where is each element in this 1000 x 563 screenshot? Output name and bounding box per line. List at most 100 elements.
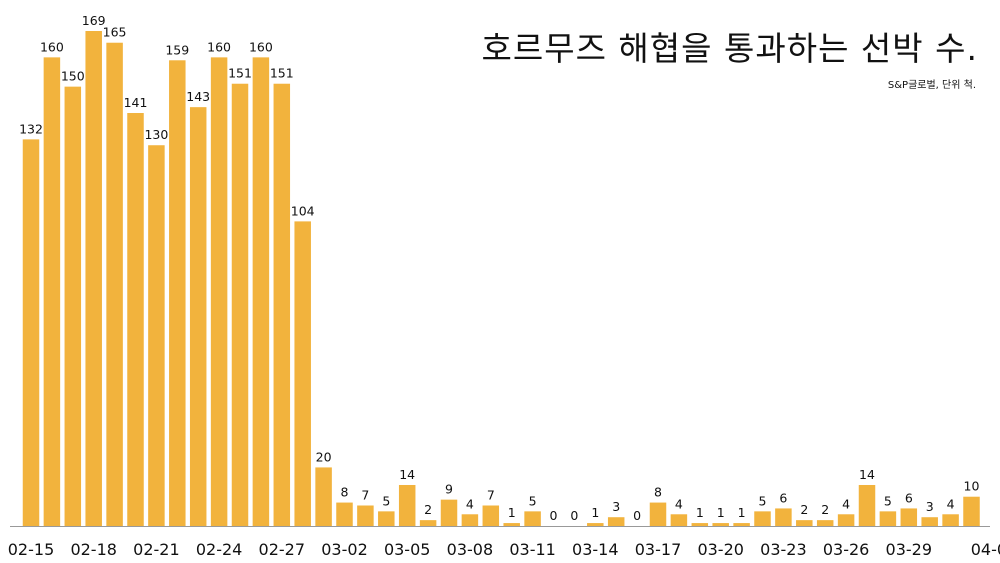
chart-title: 호르무즈 해협을 통과하는 선박 수. bbox=[481, 29, 978, 68]
data-label-03-09: 7 bbox=[487, 487, 495, 502]
x-tick-label-03-02: 03-02 bbox=[321, 540, 368, 559]
data-label-03-13: 0 bbox=[570, 508, 578, 523]
x-tick-label-03-08: 03-08 bbox=[447, 540, 494, 559]
x-tick-label-03-29: 03-29 bbox=[886, 540, 933, 559]
bar-03-09 bbox=[482, 505, 500, 526]
bar-03-03 bbox=[357, 505, 374, 526]
x-tick-label-03-14: 03-14 bbox=[572, 540, 619, 559]
bar-03-15 bbox=[607, 517, 625, 526]
data-label-03-15: 3 bbox=[612, 499, 620, 514]
bar-03-27 bbox=[858, 484, 876, 526]
x-tick-label-03-23: 03-23 bbox=[760, 540, 807, 559]
bar-04-01 bbox=[963, 496, 980, 526]
data-label-03-23: 6 bbox=[779, 490, 787, 505]
data-label-03-26: 4 bbox=[842, 496, 850, 511]
data-label-02-28: 104 bbox=[291, 203, 315, 218]
data-label-03-29: 6 bbox=[905, 490, 913, 505]
bar-03-30 bbox=[921, 517, 938, 526]
bar-02-18 bbox=[85, 31, 102, 526]
bar-03-02 bbox=[336, 502, 353, 526]
data-label-02-22: 159 bbox=[165, 42, 189, 57]
chart-subtitle: S&P글로벌, 단위 척. bbox=[887, 80, 976, 91]
data-label-03-28: 5 bbox=[884, 493, 892, 508]
bar-03-25 bbox=[816, 520, 834, 526]
bar-03-18 bbox=[670, 514, 688, 526]
bar-02-19 bbox=[106, 42, 123, 527]
data-label-03-03: 7 bbox=[361, 487, 369, 502]
data-label-04-01: 10 bbox=[964, 479, 980, 494]
data-label-02-24: 160 bbox=[207, 39, 231, 54]
data-label-03-11: 5 bbox=[529, 493, 537, 508]
bar-03-20 bbox=[712, 523, 729, 526]
bar-03-17 bbox=[649, 502, 667, 526]
x-tick-label-03-20: 03-20 bbox=[697, 540, 744, 559]
bar-03-26 bbox=[837, 514, 855, 526]
data-label-02-17: 150 bbox=[61, 69, 85, 84]
data-label-03-20: 1 bbox=[717, 505, 725, 520]
x-tick-label-02-18: 02-18 bbox=[70, 540, 117, 559]
data-label-02-26: 160 bbox=[249, 39, 273, 54]
data-label-03-07: 9 bbox=[445, 482, 453, 497]
x-tick-label-02-21: 02-21 bbox=[133, 540, 180, 559]
bar-02-25 bbox=[231, 83, 249, 526]
bar-03-04 bbox=[378, 511, 395, 526]
data-label-03-12: 0 bbox=[550, 508, 558, 523]
data-label-03-16: 0 bbox=[633, 508, 641, 523]
data-label-03-05: 14 bbox=[399, 467, 415, 482]
bar-02-15 bbox=[22, 139, 40, 526]
bar-03-21 bbox=[733, 523, 750, 526]
bar-03-19 bbox=[691, 523, 709, 526]
bar-03-11 bbox=[524, 511, 541, 526]
data-label-03-14: 1 bbox=[591, 505, 599, 520]
bar-03-31 bbox=[942, 514, 959, 526]
x-tick-label-02-27: 02-27 bbox=[259, 540, 306, 559]
data-label-03-08: 4 bbox=[466, 496, 474, 511]
data-label-02-25: 151 bbox=[228, 66, 252, 81]
data-label-03-22: 5 bbox=[759, 493, 767, 508]
x-tick-label-04-01: 04-01 bbox=[971, 540, 1000, 559]
bar-02-20 bbox=[127, 113, 144, 526]
data-label-03-17: 8 bbox=[654, 485, 662, 500]
bar-02-28 bbox=[294, 221, 311, 526]
data-label-03-27: 14 bbox=[859, 467, 875, 482]
data-label-02-18: 169 bbox=[82, 13, 106, 28]
x-tick-label-03-05: 03-05 bbox=[384, 540, 431, 559]
bar-03-06 bbox=[419, 520, 437, 526]
bar-02-27 bbox=[273, 83, 291, 526]
data-label-02-21: 130 bbox=[144, 127, 168, 142]
data-label-03-10: 1 bbox=[508, 505, 516, 520]
bar-03-08 bbox=[461, 514, 479, 526]
bar-03-22 bbox=[754, 511, 771, 526]
data-label-03-19: 1 bbox=[696, 505, 704, 520]
data-label-03-25: 2 bbox=[821, 502, 829, 517]
data-label-03-21: 1 bbox=[738, 505, 746, 520]
data-label-03-06: 2 bbox=[424, 502, 432, 517]
bar-03-10 bbox=[503, 523, 520, 526]
bar-02-22 bbox=[169, 60, 186, 526]
bar-03-05 bbox=[398, 484, 416, 526]
bar-03-23 bbox=[775, 508, 792, 526]
data-label-03-02: 8 bbox=[341, 485, 349, 500]
bar-03-01 bbox=[315, 467, 332, 526]
bar-02-26 bbox=[252, 57, 270, 526]
bar-02-16 bbox=[43, 57, 61, 526]
bar-03-24 bbox=[796, 520, 813, 526]
bar-02-21 bbox=[148, 145, 165, 526]
data-label-03-18: 4 bbox=[675, 496, 683, 511]
data-label-02-27: 151 bbox=[270, 66, 294, 81]
x-tick-label-02-24: 02-24 bbox=[196, 540, 243, 559]
data-label-02-23: 143 bbox=[186, 89, 210, 104]
x-tick-label-02-15: 02-15 bbox=[8, 540, 55, 559]
data-label-02-16: 160 bbox=[40, 39, 64, 54]
bar-02-23 bbox=[189, 107, 207, 527]
bar-02-17 bbox=[64, 86, 82, 527]
data-label-03-30: 3 bbox=[926, 499, 934, 514]
x-tick-label-03-26: 03-26 bbox=[823, 540, 870, 559]
bar-03-07 bbox=[440, 499, 458, 526]
bar-02-24 bbox=[210, 57, 228, 526]
bar-03-29 bbox=[900, 508, 918, 526]
data-label-02-19: 165 bbox=[103, 25, 127, 40]
x-tick-label-03-17: 03-17 bbox=[635, 540, 682, 559]
data-label-03-31: 4 bbox=[947, 496, 955, 511]
